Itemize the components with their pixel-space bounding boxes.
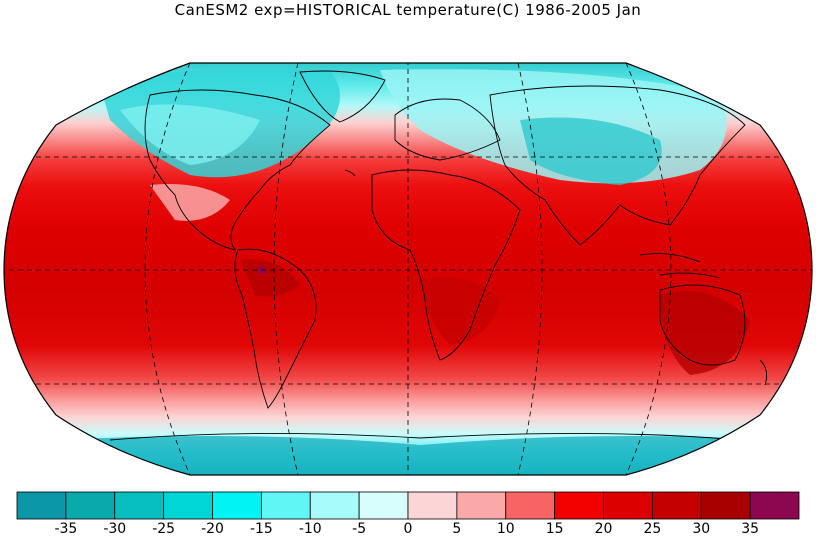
legend-swatch bbox=[16, 491, 67, 520]
legend-swatch bbox=[114, 491, 165, 520]
legend-swatch bbox=[309, 491, 360, 520]
legend-swatch bbox=[163, 491, 213, 520]
globe-outline bbox=[3, 62, 813, 476]
legend-swatch bbox=[212, 491, 262, 520]
world-temperature-map bbox=[3, 62, 813, 476]
legend-swatch bbox=[456, 491, 507, 520]
legend-tick-label: 25 bbox=[643, 521, 661, 536]
legend-boxes bbox=[16, 491, 800, 520]
legend-tick-label: 5 bbox=[452, 521, 461, 536]
legend-tick-label: -25 bbox=[152, 521, 175, 536]
legend-swatch bbox=[749, 491, 800, 520]
legend-tick-label: -10 bbox=[299, 521, 322, 536]
legend-tick-label: -5 bbox=[352, 521, 366, 536]
legend-tick-label: 30 bbox=[692, 521, 710, 536]
legend-tick-label: 10 bbox=[497, 521, 515, 536]
warm-regions bbox=[240, 259, 750, 375]
legend-tick-label: -15 bbox=[250, 521, 273, 536]
legend-tick-label: 0 bbox=[404, 521, 413, 536]
legend-tick-label: -20 bbox=[201, 521, 224, 536]
legend-swatch bbox=[603, 491, 653, 520]
legend-tick-label: 35 bbox=[741, 521, 759, 536]
legend-swatch bbox=[358, 491, 409, 520]
legend-tick-label: 15 bbox=[546, 521, 564, 536]
legend-tick-label: -35 bbox=[54, 521, 77, 536]
legend-tick-label: -30 bbox=[103, 521, 126, 536]
legend-labels: -35 -30 -25 -20 -15 -10 -5 0 5 10 15 20 25 30 35 bbox=[54, 521, 759, 536]
legend-swatch bbox=[700, 491, 751, 520]
legend-tick-label: 20 bbox=[595, 521, 613, 536]
legend-swatch bbox=[407, 491, 458, 520]
map-title: CanESM2 exp=HISTORICAL temperature(C) 19… bbox=[174, 1, 642, 19]
legend-swatch bbox=[554, 491, 604, 520]
graticule bbox=[4, 63, 812, 475]
legend-swatch bbox=[260, 491, 311, 520]
legend-swatch bbox=[65, 491, 116, 520]
legend-swatch bbox=[505, 491, 556, 520]
legend-swatch bbox=[651, 491, 702, 520]
